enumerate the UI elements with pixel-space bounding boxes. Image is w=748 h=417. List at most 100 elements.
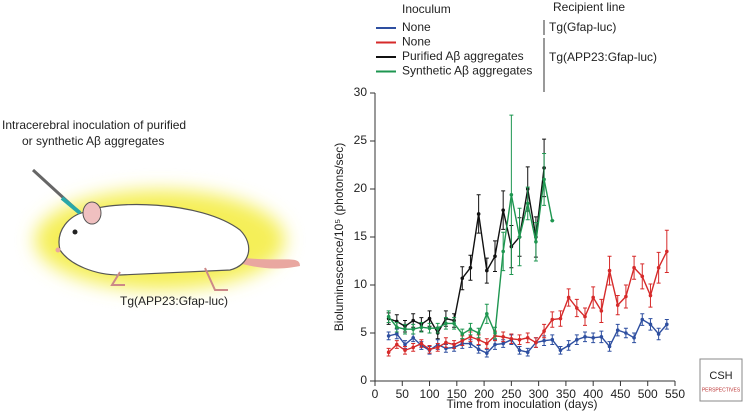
data-point [476,347,481,352]
data-point [403,348,407,353]
data-point [599,335,604,339]
data-point [656,265,661,270]
data-point [525,350,530,355]
data-point [607,268,612,273]
data-point [665,322,669,327]
data-point [419,325,424,330]
data-point [419,341,424,346]
data-point [640,274,645,279]
data-point [444,340,448,345]
data-point [386,334,391,338]
data-point [493,342,497,347]
data-point [476,212,481,216]
data-point [665,249,669,254]
data-point [534,340,538,345]
data-point [452,321,456,326]
data-point [656,332,661,336]
y-tick-label: 30 [354,85,368,99]
data-point [509,336,514,341]
data-point [485,312,489,316]
y-tick-label: 10 [354,277,368,291]
legend-label: None [402,20,431,34]
data-point [509,192,514,197]
data-point [501,341,505,346]
data-point [411,336,415,340]
data-point [427,326,432,331]
legend-header: Recipient line [553,0,625,14]
data-point [411,327,415,331]
legend-recipient: Tg(APP23:Gfap-luc) [549,50,657,64]
mouse-illustration [31,168,300,291]
data-point [468,327,473,331]
legend-header: Inoculum [402,2,451,16]
y-tick-label: 15 [354,229,368,243]
data-point [517,348,522,353]
data-point [460,332,465,336]
data-point [468,341,473,346]
x-axis-label: Time from inoculation (days) [447,397,598,411]
x-tick-label: 450 [610,387,630,401]
logo-text: CSH [709,370,732,382]
x-tick-label: 350 [556,387,576,401]
y-tick-label: 25 [354,133,368,147]
data-point [386,350,391,355]
data-point [476,337,481,342]
y-axis-label: Bioluminescence/10⁵ (photons/sec) [332,143,346,331]
data-point [501,335,505,339]
x-tick-label: 50 [396,387,410,401]
data-point [583,314,587,319]
data-point [607,344,612,349]
data-point [632,265,636,270]
data-point [525,201,530,206]
data-point [550,317,555,322]
y-tick-label: 20 [354,181,368,195]
data-point [525,336,530,340]
data-point [411,318,415,323]
data-point [575,337,579,342]
data-point [427,316,432,321]
legend-label: Purified Aβ aggregates [402,49,524,63]
data-point [542,329,546,333]
data-point [648,322,653,327]
x-tick-label: 250 [501,387,521,401]
mouse-label: Tg(APP23:Gfap-luc) [120,294,228,308]
x-tick-label: 300 [529,387,549,401]
legend-label: Synthetic Aβ aggregates [402,64,532,78]
data-point [468,265,473,270]
x-tick-label: 500 [638,387,658,401]
data-point [591,336,595,340]
data-point [542,177,546,182]
data-point [460,276,465,281]
data-point [550,337,555,342]
y-tick-label: 5 [360,325,367,339]
caption: Intracerebral inoculation of purified [2,118,186,132]
data-point [615,303,620,307]
data-point [558,316,563,321]
series-line [388,167,545,335]
data-point [575,306,579,310]
data-point [493,331,497,335]
data-point [485,341,489,346]
logo: CSH PERSPECTIVES [699,358,743,402]
x-tick-label: 400 [583,387,603,401]
data-point [403,327,407,331]
data-point [501,249,505,254]
data-point [517,235,522,239]
x-tick-label: 150 [447,387,467,401]
data-point [427,347,432,352]
x-tick-label: 550 [665,387,685,401]
data-point [624,331,628,335]
x-tick-label: 0 [372,387,379,401]
data-point [550,218,555,223]
data-point [648,293,653,298]
data-point [615,328,620,332]
data-point [517,337,522,342]
data-point [534,240,538,244]
data-point [566,295,571,300]
data-point [501,208,505,212]
logo-text: PERSPECTIVES [702,387,741,393]
data-point [558,348,563,353]
data-point [640,317,645,322]
data-point [435,345,440,350]
